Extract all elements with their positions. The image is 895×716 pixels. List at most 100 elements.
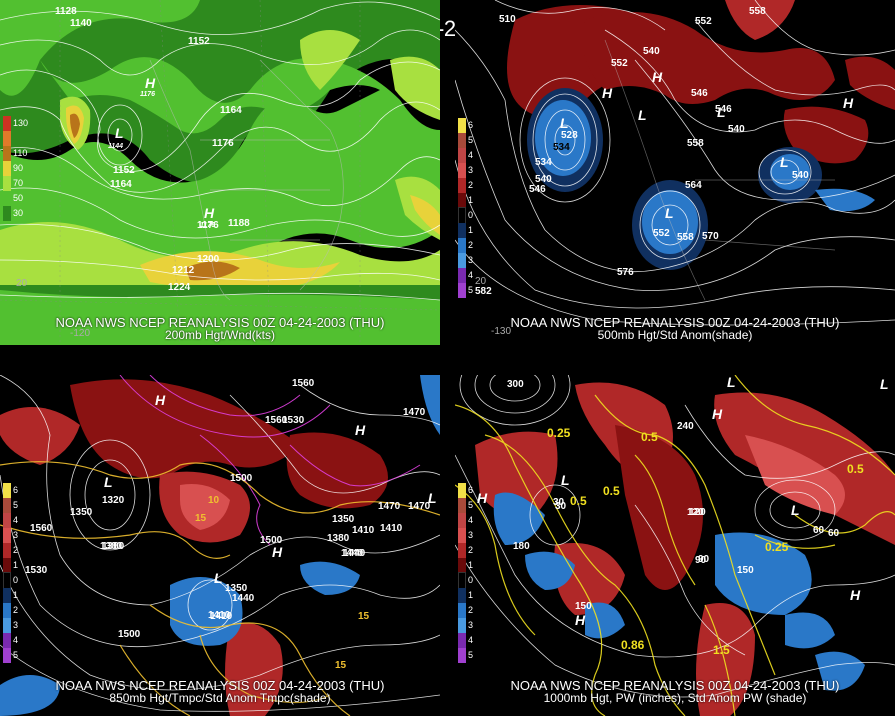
contour-label: 558 [687,138,704,149]
contour-label: 540 [792,170,809,181]
legend-label: 5 [468,650,474,660]
longitude-label: -120 [70,328,90,339]
high-center-label: H [355,422,366,438]
legend-label: 2 [468,605,474,615]
legend-label: 2 [13,545,19,555]
contour-label: 1224 [168,282,191,293]
legend-swatch [458,223,466,238]
high-center-label: H [843,95,854,111]
contour-label: 1560 [30,523,53,534]
contour-label: 546 [715,104,732,115]
contour-label: 552 [611,58,628,69]
legend-swatch [458,133,466,148]
contour-label: 552 [653,228,670,239]
legend-swatch [3,528,11,543]
legend-swatch [458,543,466,558]
legend-label: 5 [13,650,19,660]
legend-swatch [3,543,11,558]
contour-label: 90 [695,555,707,566]
legend-label: 4 [468,635,474,645]
legend-swatch [3,131,11,146]
high-center-label: H [477,490,488,506]
high-center-label: H [652,69,663,85]
high-center-label: H [272,544,283,560]
contour-label: 1440 [232,593,255,604]
contour-label: 30 [553,497,565,508]
legend-label: 2 [468,180,474,190]
contour-label: 558 [677,232,694,243]
panel-850mb-map [0,375,440,716]
contour-label: 1410 [352,525,375,536]
legend-label: 6 [468,485,474,495]
temp-label: 15 [195,513,207,524]
panel-200mb-labels: 1128 1140 1152 1164 1176 1152 1164 1176 … [16,6,250,339]
contour-label: 90 [698,554,710,565]
legend-label: 110 [13,148,28,158]
contour-label: 1350 [70,507,93,518]
legend-label: 3 [468,530,474,540]
contour-label: 180 [513,541,530,552]
legend-swatch [3,498,11,513]
legend-swatch [458,528,466,543]
temp-label: 15 [358,611,370,622]
contour-label: 1140 [70,18,92,29]
legend-label: 5 [468,500,474,510]
low-center-label: L [561,472,570,488]
pw-label: 0.5 [847,462,864,476]
legend-label: 70 [13,178,24,188]
legend-label: 50 [13,193,24,203]
legend-swatch [458,118,466,133]
legend-label: 2 [468,545,474,555]
latitude-label: 20 [16,278,28,289]
contour-label: 1440 [341,548,364,559]
std-anomaly-legend: 6 5 4 3 2 1 0 1 2 3 4 5 [458,118,473,298]
contour-label: 1410 [380,523,403,534]
legend-label: 30 [13,208,24,218]
wind-speed-legend: 130 110 90 70 50 30 [3,116,28,221]
contour-label: 576 [617,267,634,278]
contour-label: 120 [687,507,704,518]
contour-label: 1212 [172,265,195,276]
legend-label: 3 [468,620,474,630]
legend-label: 1 [468,225,474,235]
legend-label: 4 [468,515,474,525]
legend-swatch [458,238,466,253]
high-center-label: H [155,392,166,408]
pw-label: 0.25 [547,426,571,440]
legend-swatch [3,648,11,663]
legend-swatch [3,161,11,176]
contour-label: 1500 [260,535,283,546]
contour-label: 540 [643,46,660,57]
panel-500mb-map [455,0,895,345]
legend-label: 2 [468,240,474,250]
panel-1000mb-map [455,375,895,716]
legend-label: 6 [13,485,19,495]
high-center-label: H [575,612,586,628]
longitude-label: -130 [491,326,511,337]
center-value: 1176 [200,222,215,229]
pw-label: 0.86 [621,638,645,652]
panel-1000mb-labels: 300 240 180 150 120 90 60 30 0.5 0.25 0.… [477,375,889,657]
low-center-label: L [214,570,223,586]
contour-label: 120 [689,507,706,518]
legend-swatch [3,483,11,498]
contour-label: 1188 [228,218,250,229]
legend-swatch [3,513,11,528]
low-center-label: L [115,125,124,141]
contour-label: 1500 [118,629,141,640]
legend-label: 0 [468,575,474,585]
legend-label: 5 [468,285,474,295]
contour-label: 30 [555,501,567,512]
contour-label: 1164 [110,179,132,190]
legend-label: 4 [13,635,19,645]
legend-label: 1 [468,590,474,600]
legend-swatch [458,268,466,283]
panel-500mb-height-anomaly: 6 5 4 3 2 1 0 1 2 3 4 5 510 552 540 546 … [455,0,895,345]
legend-swatch [3,603,11,618]
contour-label: 300 [507,379,524,390]
legend-label: 4 [468,270,474,280]
contour-label: 1350 [332,514,355,525]
legend-swatch [3,633,11,648]
contour-label: 546 [529,184,546,195]
contour-label: 1530 [25,565,48,576]
